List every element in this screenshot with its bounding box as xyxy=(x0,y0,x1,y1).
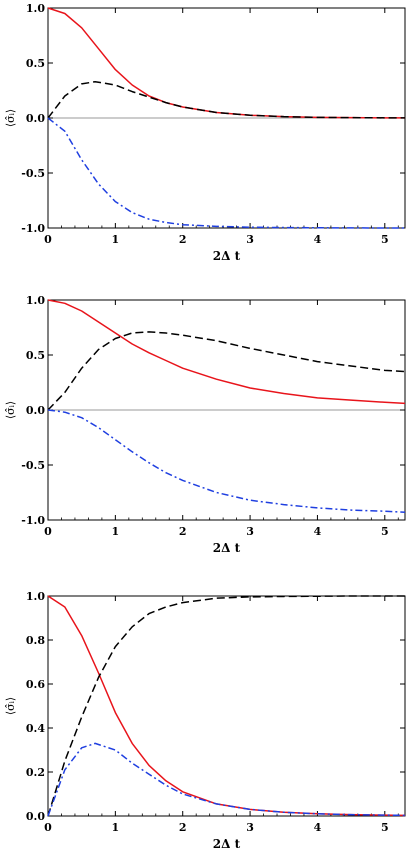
x-tick-label: 1 xyxy=(112,525,120,538)
y-tick-label: 0.0 xyxy=(26,404,45,417)
y-axis-label: ⟨σ̂ᵢ⟩ xyxy=(4,109,17,127)
y-tick-label: -0.5 xyxy=(21,459,45,472)
y-tick-label: -1.0 xyxy=(21,222,45,235)
y-tick-label: 1.0 xyxy=(26,294,45,307)
x-axis-label: 2Δ t xyxy=(213,541,241,555)
x-tick-label: 1 xyxy=(112,821,120,834)
y-tick-label: 0.0 xyxy=(26,112,45,125)
x-tick-label: 5 xyxy=(381,821,389,834)
x-tick-label: 2 xyxy=(179,525,187,538)
x-axis-label: 2Δ t xyxy=(213,249,241,263)
x-axis-label: 2Δ t xyxy=(213,837,241,848)
x-tick-label: 2 xyxy=(179,233,187,246)
series-line-solid xyxy=(47,595,406,817)
y-tick-label: 1.0 xyxy=(26,2,45,15)
x-tick-label: 3 xyxy=(246,525,254,538)
x-tick-label: 0 xyxy=(44,525,52,538)
y-tick-label: 1.0 xyxy=(26,590,45,603)
y-tick-label: 0.0 xyxy=(26,810,45,823)
x-tick-label: 0 xyxy=(44,233,52,246)
series-line-dashdot xyxy=(47,409,406,514)
x-tick-label: 2 xyxy=(179,821,187,834)
y-tick-label: 0.4 xyxy=(26,722,45,735)
series-line-dashed xyxy=(47,595,405,817)
x-tick-label: 5 xyxy=(381,233,389,246)
series-line-dashdot xyxy=(47,742,406,817)
chart-panel-1: 0 1 2 3 4 5 -1.0 -0.5 0.0 0.5 1.0 2Δ t ⟨σ̂ᵢ⟩ xyxy=(4,2,406,263)
y-tick-label: 0.2 xyxy=(26,766,45,779)
y-tick-label: 0.8 xyxy=(26,634,45,647)
series-line-dashed xyxy=(47,331,406,411)
series-line-solid xyxy=(47,299,406,405)
x-tick-label: 1 xyxy=(112,233,120,246)
chart-panel-3: 0 1 2 3 4 5 0.0 0.2 0.4 0.6 0.8 1.0 2Δ t ⟨σ̂ᵢ⟩ xyxy=(4,590,406,848)
y-tick-label: -0.5 xyxy=(21,167,45,180)
x-tick-label: 5 xyxy=(381,525,389,538)
x-tick-label: 0 xyxy=(44,821,52,834)
y-tick-label: 0.6 xyxy=(26,678,45,691)
x-tick-label: 4 xyxy=(314,525,322,538)
y-axis-label: ⟨σ̂ᵢ⟩ xyxy=(4,401,17,419)
x-tick-label: 3 xyxy=(246,821,254,834)
y-tick-label: 0.5 xyxy=(26,349,45,362)
series-line-dashdot xyxy=(47,117,405,229)
y-tick-label: -1.0 xyxy=(21,514,45,527)
chart-panel-2: 0 1 2 3 4 5 -1.0 -0.5 0.0 0.5 1.0 2Δ t ⟨σ̂ᵢ⟩ xyxy=(4,294,406,555)
x-tick-label: 3 xyxy=(246,233,254,246)
plot-frame xyxy=(47,595,406,817)
y-axis-label: ⟨σ̂ᵢ⟩ xyxy=(4,697,17,715)
x-tick-label: 4 xyxy=(314,821,322,834)
series-line-solid xyxy=(47,7,406,119)
y-tick-label: 0.5 xyxy=(26,57,45,70)
x-tick-label: 4 xyxy=(314,233,322,246)
series-line-dashed xyxy=(47,80,406,119)
